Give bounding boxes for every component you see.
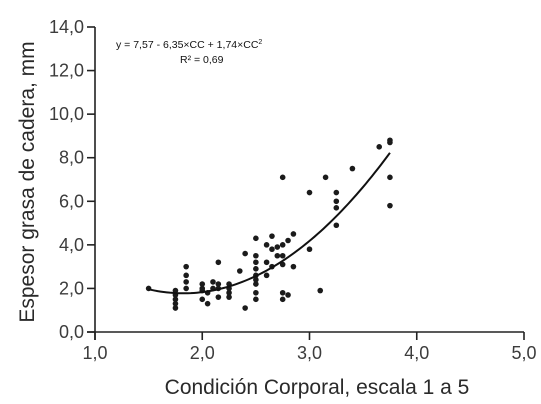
data-point bbox=[236, 268, 243, 274]
data-point bbox=[279, 289, 286, 296]
data-point bbox=[333, 222, 340, 229]
data-point bbox=[290, 263, 297, 270]
data-point bbox=[387, 202, 393, 209]
data-point bbox=[263, 242, 270, 248]
data-point bbox=[269, 233, 275, 239]
regression-curve bbox=[148, 152, 391, 295]
data-point bbox=[253, 259, 259, 266]
data-point bbox=[387, 174, 393, 181]
y-tick-label: 6,0 bbox=[59, 191, 84, 211]
data-point bbox=[253, 235, 259, 242]
data-point bbox=[279, 174, 286, 181]
data-point bbox=[253, 252, 259, 259]
x-tick-label: 1,0 bbox=[82, 343, 107, 363]
data-point bbox=[183, 279, 189, 285]
data-point bbox=[242, 250, 248, 257]
data-point bbox=[290, 231, 297, 237]
x-tick-label: 2,0 bbox=[190, 343, 215, 363]
data-point bbox=[317, 287, 324, 294]
data-point bbox=[263, 272, 270, 279]
x-tick-label: 3,0 bbox=[297, 343, 322, 363]
data-point bbox=[253, 276, 259, 283]
equation-body: y = 7,57 - 6,35×CC + 1,74×CC bbox=[116, 39, 259, 51]
data-point bbox=[333, 205, 340, 211]
data-points bbox=[145, 137, 393, 311]
data-point bbox=[306, 189, 313, 196]
y-tick-label: 2,0 bbox=[59, 278, 84, 298]
data-point bbox=[279, 252, 286, 259]
data-point bbox=[263, 259, 270, 266]
y-axis-title: Espesor grasa de cadera, mm bbox=[16, 41, 39, 322]
data-point bbox=[183, 285, 189, 292]
data-point bbox=[349, 165, 356, 172]
data-point bbox=[279, 261, 286, 268]
y-tick-label: 4,0 bbox=[59, 235, 84, 255]
data-point bbox=[274, 252, 281, 259]
data-point bbox=[387, 137, 393, 144]
x-tick-label: 4,0 bbox=[404, 343, 429, 363]
data-point bbox=[226, 289, 232, 296]
x-axis-title: Condición Corporal, escala 1 a 5 bbox=[165, 376, 470, 399]
data-point bbox=[253, 289, 259, 296]
y-tick-label: 8,0 bbox=[59, 148, 84, 168]
data-point bbox=[172, 300, 179, 307]
data-point bbox=[333, 189, 340, 196]
data-point bbox=[199, 285, 206, 292]
data-point bbox=[172, 305, 179, 311]
data-point bbox=[279, 296, 286, 303]
data-point bbox=[215, 294, 222, 300]
data-point bbox=[226, 294, 232, 300]
data-point bbox=[183, 263, 189, 270]
data-point bbox=[199, 296, 206, 303]
data-point bbox=[274, 244, 281, 250]
data-point bbox=[253, 266, 259, 272]
x-tick-label: 5,0 bbox=[511, 343, 536, 363]
data-point bbox=[253, 296, 259, 303]
data-point bbox=[199, 281, 206, 287]
data-point bbox=[306, 246, 313, 253]
data-point bbox=[242, 305, 248, 311]
data-point bbox=[285, 292, 291, 298]
y-axis-ticks: 0,0 2,0 4,0 6,0 8,0 10,0 12,0 14,0 bbox=[49, 17, 95, 342]
data-point bbox=[322, 174, 329, 181]
data-point bbox=[376, 144, 383, 150]
regression-equation: y = 7,57 - 6,35×CC + 1,74×CC2 bbox=[116, 39, 262, 51]
data-point bbox=[279, 242, 286, 248]
data-point bbox=[210, 279, 216, 285]
data-point bbox=[333, 198, 340, 205]
y-tick-label: 14,0 bbox=[49, 17, 84, 37]
data-point bbox=[253, 281, 259, 287]
data-point bbox=[215, 259, 222, 266]
data-point bbox=[172, 296, 179, 303]
y-tick-label: 10,0 bbox=[49, 104, 84, 124]
r-squared-label: R² = 0,69 bbox=[180, 54, 224, 66]
data-point bbox=[215, 281, 222, 287]
data-point bbox=[269, 246, 275, 253]
data-point bbox=[183, 272, 189, 279]
equation-exponent: 2 bbox=[258, 39, 262, 46]
x-axis-ticks: 1,0 2,0 3,0 4,0 5,0 bbox=[82, 332, 537, 363]
y-tick-label: 0,0 bbox=[59, 322, 84, 342]
data-point bbox=[285, 237, 291, 244]
data-point bbox=[204, 300, 211, 307]
y-tick-label: 12,0 bbox=[49, 61, 84, 81]
